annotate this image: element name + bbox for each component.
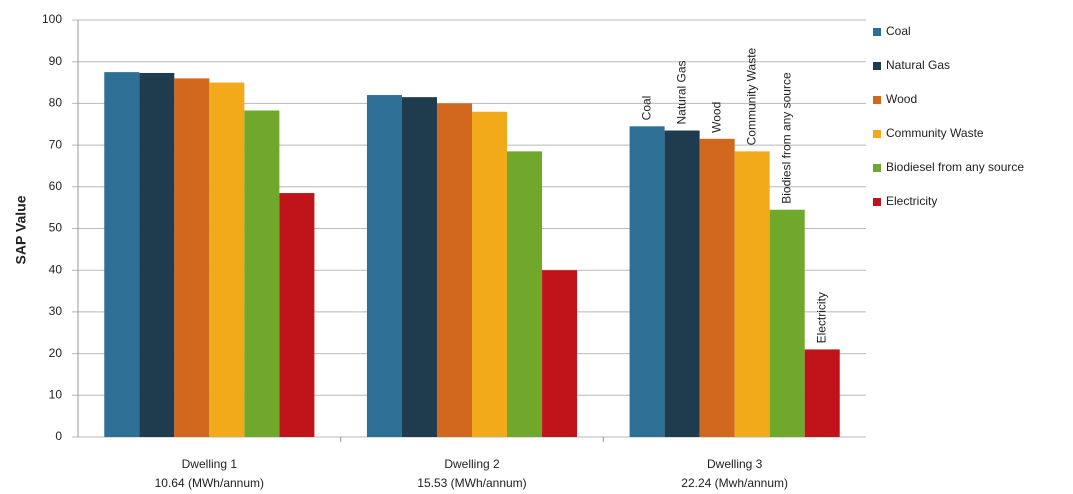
bar (104, 72, 140, 437)
y-tick-label: 80 (49, 96, 63, 110)
y-tick-label: 60 (49, 179, 63, 193)
legend-swatch (873, 164, 881, 172)
bar (472, 111, 508, 438)
y-tick-label: 30 (49, 304, 63, 318)
bar (209, 82, 245, 438)
bar (629, 126, 665, 438)
y-tick-label: 40 (49, 262, 63, 276)
x-tick-label: Dwelling 3 (707, 457, 763, 471)
legend-label: Wood (886, 92, 917, 106)
annotation: Wood (709, 102, 723, 133)
annotation: Community Waste (744, 47, 758, 145)
legend-label: Coal (886, 24, 911, 38)
bar (401, 97, 437, 438)
legend-label: Electricity (886, 194, 937, 208)
bar (507, 151, 543, 438)
x-tick-label: Dwelling 1 (182, 457, 238, 471)
annotation: Coal (639, 96, 653, 121)
legend-swatch (873, 28, 881, 36)
y-tick-label: 20 (49, 346, 63, 360)
bar (804, 349, 840, 437)
y-tick-label: 70 (49, 137, 63, 151)
bar (366, 95, 402, 437)
y-tick-label: 0 (55, 429, 62, 443)
bar (279, 193, 315, 437)
x-tick-sublabel: 22.24 (Mwh/annum) (681, 476, 788, 490)
bar (139, 72, 175, 438)
annotation: Natural Gas (674, 60, 688, 124)
legend-label: Natural Gas (886, 58, 950, 72)
y-tick-label: 100 (42, 12, 62, 26)
annotation: Electricity (814, 292, 828, 343)
y-tick-label: 90 (49, 54, 63, 68)
y-axis-label: SAP Value (13, 195, 29, 264)
legend-swatch (873, 130, 881, 138)
bar (174, 78, 210, 437)
annotation: Biodiesl from any source (779, 72, 793, 204)
bar (436, 103, 472, 438)
bar (664, 130, 700, 437)
bar (699, 138, 735, 437)
legend-swatch (873, 198, 881, 206)
legend-label: Biodiesel from any source (886, 160, 1024, 174)
bar (542, 270, 578, 437)
legend-label: Community Waste (886, 126, 984, 140)
legend-swatch (873, 96, 881, 104)
x-tick-label: Dwelling 2 (444, 457, 500, 471)
legend-swatch (873, 62, 881, 70)
x-tick-sublabel: 10.64 (MWh/annum) (155, 476, 264, 490)
x-tick-sublabel: 15.53 (MWh/annum) (417, 476, 526, 490)
bar (244, 110, 280, 437)
bar (769, 209, 805, 437)
bar (734, 151, 770, 438)
y-tick-label: 50 (49, 221, 63, 235)
y-tick-label: 10 (49, 387, 63, 401)
